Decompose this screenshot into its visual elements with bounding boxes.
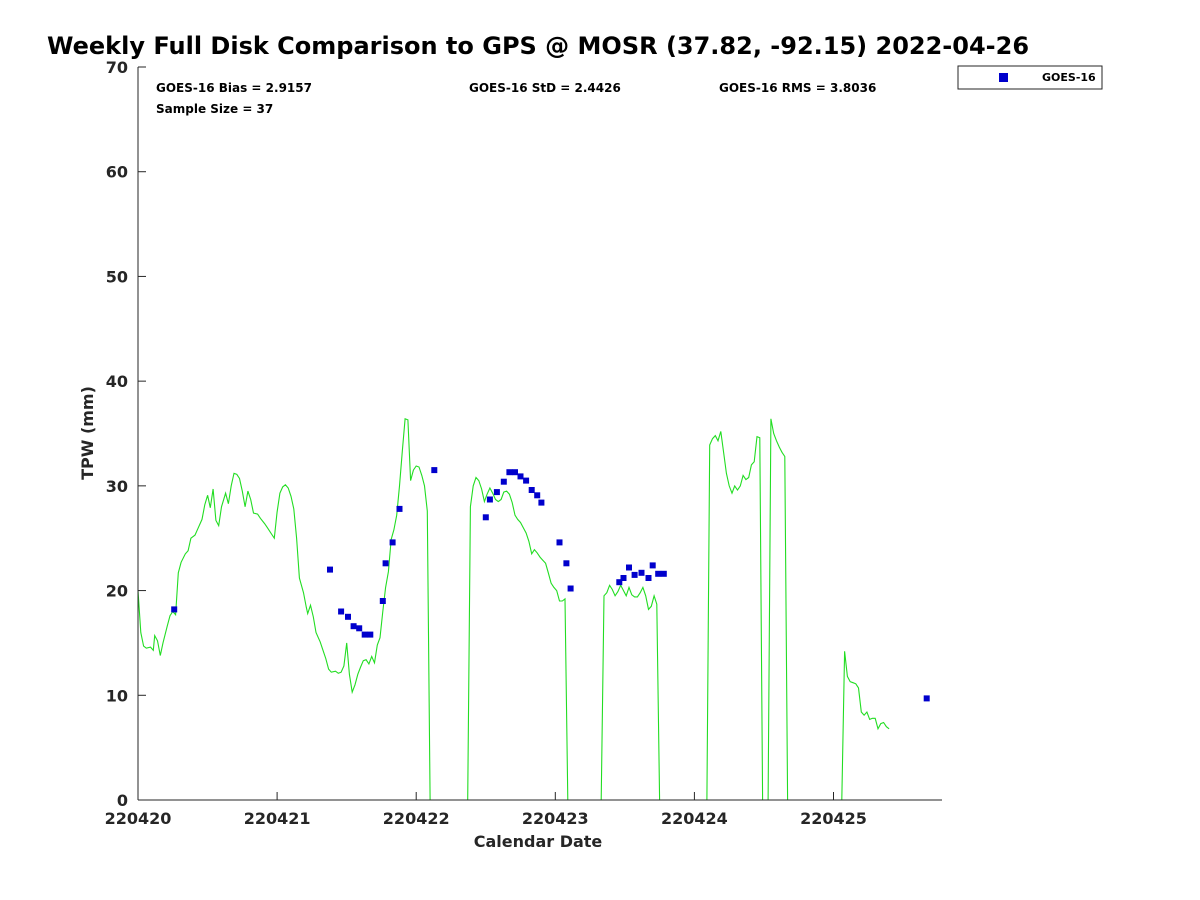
goes-point-4 [345,613,351,620]
goes-point-35 [655,570,662,577]
goes-point-8 [367,631,374,638]
goes-point-22 [528,487,535,493]
y-tick-label: 40 [106,372,128,391]
legend: GOES-16 [957,65,1103,90]
goes-point-14 [482,514,489,521]
goes-point-33 [645,575,652,581]
goes-point-10 [382,560,389,567]
y-tick-label: 50 [106,267,128,286]
x-tick-label: 220425 [800,809,867,828]
goes-point-29 [620,575,627,581]
goes-point-34 [649,562,656,569]
y-tick-label: 0 [117,791,128,810]
goes-point-17 [500,478,507,485]
goes-point-9 [379,598,386,604]
goes-point-25 [556,539,563,546]
goes-point-20 [517,473,524,480]
goes-point-28 [616,579,623,586]
goes-point-31 [631,571,638,578]
goes-point-23 [534,492,541,499]
goes-point-13 [431,467,438,474]
legend-goes-marker [999,73,1008,82]
chart-title: Weekly Full Disk Comparison to GPS @ MOS… [47,32,1029,60]
goes-point-11 [389,539,396,546]
bias-stat: GOES-16 Bias = 2.9157 [156,81,312,95]
rms-stat: GOES-16 RMS = 3.8036 [719,81,876,95]
goes-point-24 [538,499,545,506]
goes-point-1 [171,606,178,613]
y-tick-label: 70 [106,58,128,77]
y-tick-label: 10 [106,686,128,705]
goes-point-26 [563,560,570,567]
x-tick-label: 220421 [244,809,311,828]
gps-line-segment-2 [467,476,569,801]
goes-point-7 [361,631,368,638]
y-tick-label: 60 [106,163,128,182]
goes-point-27 [567,585,574,592]
goes-point-15 [486,496,493,503]
sample-size-stat: Sample Size = 37 [156,102,273,116]
gps-line-segment-5 [767,418,789,801]
goes-point-6 [356,625,363,632]
goes-point-2 [327,566,333,573]
x-axis-label: Calendar Date [474,832,603,851]
goes-point-16 [493,489,500,496]
gps-line-segment-4 [706,431,764,801]
std-stat: GOES-16 StD = 2.4426 [469,81,621,95]
goes-point-12 [396,505,403,512]
x-tick-label: 220420 [105,809,172,828]
plot-area: 0 10 20 30 40 50 60 70 220420 220421 220422 220423 2… [105,58,942,828]
x-tick-label: 220424 [661,809,728,828]
legend-goes-label: GOES-16 [1042,71,1096,84]
legend-box [957,65,1103,90]
y-tick-label: 20 [106,582,128,601]
y-tick-label: 30 [106,477,128,496]
x-tick-label: 220422 [383,809,450,828]
goes-point-36 [660,570,667,577]
goes-point-5 [350,623,357,630]
goes-point-19 [512,469,518,476]
goes-point-32 [638,569,645,576]
goes-point-30 [626,564,632,571]
goes-point-37 [923,695,930,702]
goes-point-3 [338,608,345,615]
goes-point-21 [523,477,530,484]
y-axis-label: TPW (mm) [78,386,97,480]
x-tick-label: 220423 [522,809,589,828]
gps-line-segment-3 [600,584,661,801]
gps-line-segment-6 [841,651,890,801]
goes-point-18 [506,469,513,476]
